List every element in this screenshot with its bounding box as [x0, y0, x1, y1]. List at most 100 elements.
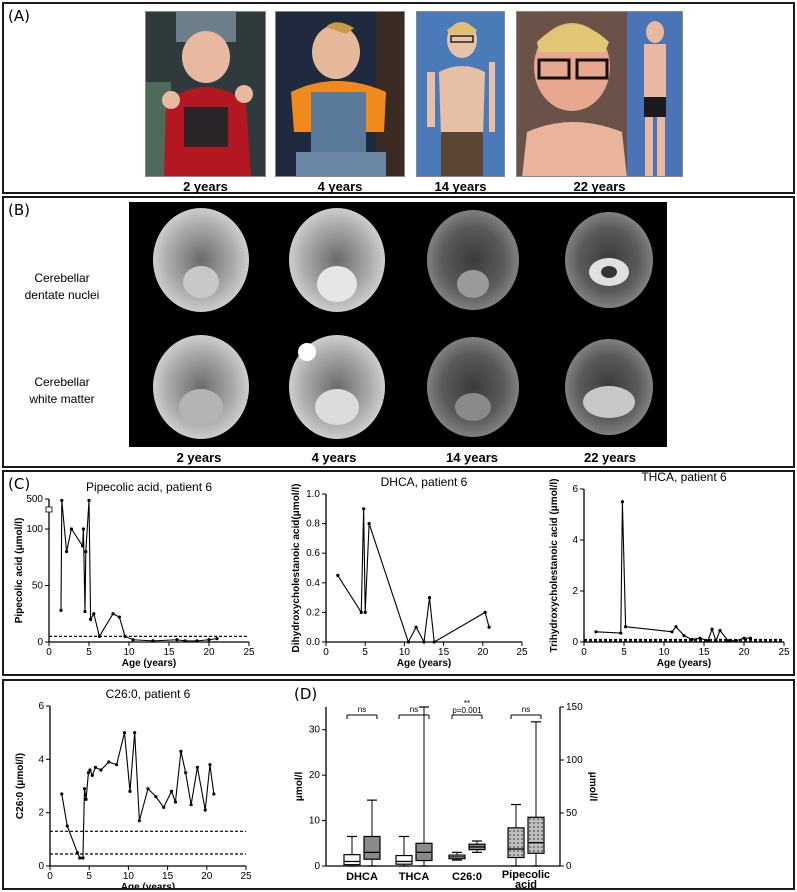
box-3-0-box [507, 827, 525, 859]
c26-point-22 [173, 800, 178, 804]
thca-point-15 [742, 636, 746, 640]
sig-label-1: ns [410, 705, 418, 714]
c26-xtick-label-1: 5 [86, 871, 92, 882]
pipecolic-ytick-label-1: 50 [32, 581, 44, 592]
c26-title: C26:0, patient 6 [106, 687, 191, 701]
c26-point-23 [179, 749, 183, 753]
pipecolic-xtick-label-5: 25 [243, 647, 255, 658]
group-label-2: C26:0 [452, 871, 482, 883]
pipecolic-point-17 [175, 638, 179, 642]
dhca-ytick-label-1: 0.2 [306, 607, 320, 618]
panel-c-label: (C) [8, 475, 31, 493]
sig-label-2: ** [464, 699, 470, 708]
c26-point-29 [212, 792, 216, 796]
c26-point-8 [88, 768, 92, 772]
row-label-dentate-line1: Cerebellar [34, 271, 90, 285]
box-1-0-box [395, 854, 413, 865]
thca-point-13 [726, 639, 730, 643]
pipecolic-point-20 [207, 638, 211, 642]
box-ytick-left-label-0: 0 [314, 861, 320, 872]
dhca-point-10 [483, 610, 487, 614]
box-ytick-right-label-2: 100 [566, 755, 583, 766]
box-ylabel-left: μmol/l [294, 772, 305, 802]
group-label-1: THCA [399, 871, 430, 883]
dhca-ytick-label-0: 0.0 [306, 637, 320, 648]
c26-xtick-label-0: 0 [47, 871, 53, 882]
dhca-point-0 [336, 573, 340, 577]
pipecolic-point-9 [89, 617, 93, 621]
dhca-point-6 [414, 625, 418, 629]
pipecolic-point-7 [84, 550, 88, 554]
dhca-point-2 [362, 507, 366, 511]
c26-xtick-label-5: 25 [240, 871, 252, 882]
adult-image [517, 12, 682, 176]
photo-4-years [275, 11, 405, 177]
c26-point-24 [184, 771, 188, 775]
c26-point-5 [82, 787, 87, 791]
c26-series-line [61, 732, 215, 859]
pipecolic-series-line [60, 500, 218, 642]
dhca-point-1 [359, 610, 363, 614]
thca-point-3 [624, 625, 628, 629]
c26-point-19 [154, 795, 158, 799]
pipecolic-point-16 [151, 639, 155, 643]
mri-row-2 [153, 335, 653, 439]
pipecolic-point-19 [195, 639, 199, 643]
panel-d-label: (D) [294, 685, 318, 703]
c26-point-16 [133, 731, 137, 735]
box-0-1-box [363, 835, 381, 860]
dhca-xtick-label-1: 5 [362, 647, 368, 658]
c26-point-21 [169, 789, 174, 793]
mri-age-2: 4 years [311, 450, 357, 465]
thca-xtick-label-1: 5 [621, 647, 627, 658]
pipecolic-xlabel: Age (years) [122, 658, 176, 669]
c26-point-26 [195, 765, 199, 769]
pipecolic-point-1 [60, 498, 64, 503]
dhca-xtick-label-5: 25 [516, 647, 528, 658]
dhca-xtick-label-3: 15 [438, 647, 450, 658]
mri-age-3: 14 years [445, 450, 499, 465]
c26-point-17 [137, 819, 141, 823]
dhca-point-5 [406, 640, 410, 644]
c26-ytick-label-3: 6 [38, 701, 44, 712]
thca-point-8 [698, 636, 702, 640]
thca-xtick-label-4: 20 [738, 647, 750, 658]
panel-b-label: (B) [8, 201, 30, 219]
c26-ylabel: C26:0 (μmol/l) [15, 753, 26, 819]
photo-caption-2: 4 years [317, 179, 363, 194]
pipecolic-point-8 [87, 498, 91, 503]
photo-caption-4: 22 years [573, 179, 626, 194]
c26-point-15 [128, 789, 132, 793]
dhca-ytick-label-5: 1.0 [306, 489, 320, 500]
box-ytick-left-label-2: 20 [309, 770, 321, 781]
dhca-series-line [337, 508, 490, 644]
panel-b: (B) Cerebellar dentate nuclei Cerebellar… [2, 196, 795, 468]
thca-point-5 [674, 625, 678, 629]
dhca-point-3 [363, 610, 367, 614]
thca-point-12 [718, 628, 722, 633]
thca-point-9 [706, 639, 710, 643]
c26-point-25 [189, 803, 193, 807]
thca-ytick-label-3: 6 [572, 484, 578, 495]
row-label-white-matter-line1: Cerebellar [34, 375, 90, 389]
mri-row-1 [153, 208, 653, 312]
box-ytick-right-label-1: 50 [566, 808, 578, 819]
c26-point-6 [84, 797, 88, 801]
dhca-ytick-label-3: 0.6 [306, 548, 320, 559]
box-ylabel-right: μmol/l [587, 772, 598, 802]
row-label-dentate-line2: dentate nuclei [24, 288, 100, 302]
adolescent-image [417, 12, 504, 176]
c26-point-2 [75, 851, 80, 855]
thca-point-2 [620, 500, 625, 504]
box-ytick-left-label-3: 30 [309, 725, 321, 736]
dhca-ylabel: Dihydroxycholestanoic acid(μmol/l) [291, 484, 302, 653]
box-ytick-right-label-3: 150 [566, 702, 583, 713]
c26-xtick-label-2: 10 [123, 871, 135, 882]
dhca-point-4 [367, 522, 371, 526]
thca-point-10 [710, 627, 714, 631]
thca-point-14 [734, 639, 738, 643]
dhca-xtick-label-2: 10 [399, 647, 411, 658]
dhca-xlabel: Age (years) [397, 658, 451, 669]
c26-ytick-label-0: 0 [38, 861, 44, 872]
pipecolic-point-12 [111, 612, 115, 616]
